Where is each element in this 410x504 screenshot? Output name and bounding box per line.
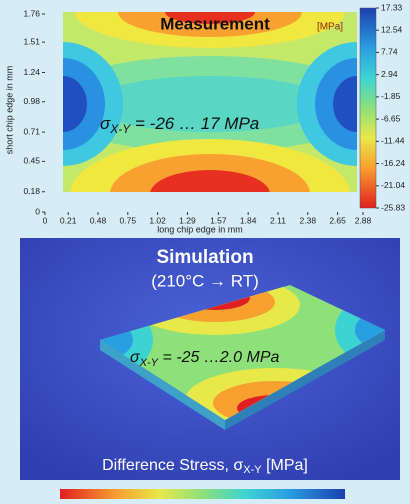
caption-unit: [MPa] [262,457,308,474]
plate-side [100,340,225,430]
colorbar-tick-label: -6.65 [381,113,401,123]
y-tick-label: 1.24 [23,67,40,77]
simulation-colorbar [60,489,345,499]
y-tick-label: 0.45 [23,156,40,166]
x-tick-label: 1.57 [210,215,227,225]
y-axis-label: short chip edge in mm [4,66,14,155]
annotation: σX-Y = -26 … 17 MPa [100,114,259,136]
y-tick-label: 0.98 [23,96,40,106]
subscript: X-Y [139,357,159,369]
simulation-title: Simulation [156,247,253,268]
x-tick-label: 0.21 [60,215,77,225]
x-tick-label: 2.65 [329,215,346,225]
colorbar-tick-label: 12.54 [381,24,403,34]
y-tick-label: 0 [35,206,40,216]
simulation-caption: Difference Stress, σX-Y [MPa] [102,457,308,476]
y-tick-label: 0.18 [23,186,40,196]
chart-title: Measurement [160,14,270,33]
x-tick-label: 0.75 [120,215,137,225]
colorbar [359,7,377,209]
x-tick-label: 1.02 [149,215,166,225]
caption-text: Difference Stress, [102,457,233,474]
contour-field [63,12,357,192]
subscript: X-Y [109,122,131,136]
annotation-text: = -26 … 17 MPa [130,114,259,133]
sigma: σ [130,349,141,366]
colorbar-label: [MPa] [317,22,343,33]
colorbar-tick-label: -16.24 [381,158,405,168]
y-tick-label: 0.71 [23,126,40,136]
x-tick-label: 2.11 [270,215,286,225]
sigma: σ [100,114,111,133]
colorbar-tick-label: -1.85 [381,91,401,101]
x-axis-label: long chip edge in mm [157,224,243,234]
x-tick-label: 0.48 [90,215,107,225]
colorbar-tick-label: 17.33 [381,2,403,12]
colorbar-tick-label: 2.94 [381,69,398,79]
y-tick-label: 1.51 [23,36,40,46]
x-tick-label: 1.29 [179,215,196,225]
annotation-text: = -25 …2.0 MPa [158,349,279,366]
x-tick-label: 0 [43,215,48,225]
sigma: σ [233,457,243,474]
x-tick-label: 2.38 [300,215,317,225]
colorbar-tick-label: -25.83 [381,202,405,212]
simulation-annotation: σX-Y = -25 …2.0 MPa [130,349,279,369]
x-tick-label: 2.88 [355,215,372,225]
simulation-subtitle: (210°C → RT) [151,271,259,290]
y-tick-label: 1.76 [23,8,40,18]
x-tick-label: 1.84 [240,215,257,225]
colorbar-tick-label: -21.04 [381,180,405,190]
subscript: X-Y [243,464,262,476]
plate-side [225,330,385,430]
colorbar-tick-label: -11.44 [381,136,405,146]
colorbar-tick-label: 7.74 [381,47,398,57]
